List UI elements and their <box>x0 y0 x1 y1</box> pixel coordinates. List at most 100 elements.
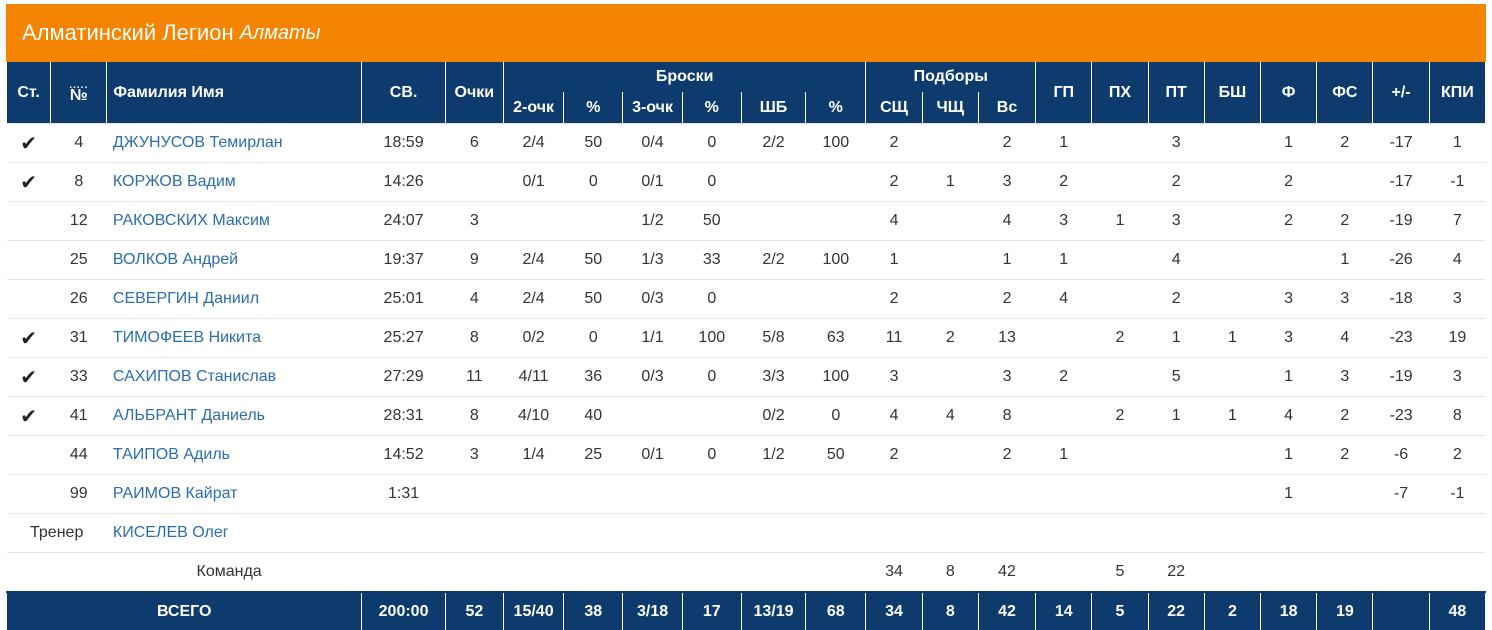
cell-stl <box>1091 474 1149 514</box>
cell-pm: -18 <box>1372 279 1430 319</box>
cell-ft: 2/2 <box>741 240 806 280</box>
cell-ft-pct: 50 <box>805 435 866 475</box>
cell-three-pct: 0 <box>682 357 742 397</box>
player-name-link[interactable]: РАИМОВ Кайрат <box>106 474 362 514</box>
cell-pts: 11 <box>445 357 504 397</box>
cell-blk <box>1204 162 1261 202</box>
player-name-link[interactable]: ДЖУНУСОВ Темирлан <box>106 123 362 163</box>
cell-two <box>503 474 564 514</box>
player-name-link[interactable]: КОРЖОВ Вадим <box>106 162 362 202</box>
player-name-link[interactable]: РАКОВСКИХ Максим <box>106 201 362 241</box>
cell-ft-pct <box>805 201 866 241</box>
col-header-name[interactable]: Фамилия Имя <box>106 62 363 124</box>
cell-pf: 3 <box>1260 279 1317 319</box>
col-header-assists[interactable]: ГП <box>1035 62 1093 124</box>
cell-pm: -23 <box>1372 318 1430 358</box>
cell-two-pct <box>563 474 623 514</box>
cell-to: 5 <box>1148 357 1205 397</box>
cell-blk: 1 <box>1204 318 1261 358</box>
cell-three <box>622 396 683 436</box>
col-header-turnovers[interactable]: ПТ <box>1147 62 1205 124</box>
col-header-two-pct[interactable]: % <box>563 92 624 124</box>
cell-to: 3 <box>1148 201 1205 241</box>
cell-fd <box>1316 162 1373 202</box>
player-name-link[interactable]: ТАИПОВ Адиль <box>106 435 362 475</box>
player-row: ✔ 33 САХИПОВ Станислав 27:29 11 4/11 36 0/3 0 3/3… <box>6 357 1486 397</box>
player-name-link[interactable]: АЛЬБРАНТ Даниель <box>106 396 362 436</box>
cell-three: 1/2 <box>622 201 683 241</box>
col-header-ft[interactable]: ШБ <box>740 92 807 124</box>
col-header-blocks[interactable]: БШ <box>1203 62 1262 124</box>
col-header-points[interactable]: Очки <box>444 62 504 124</box>
cell-min: 28:31 <box>361 396 446 436</box>
cell-ast <box>1035 474 1092 514</box>
player-name-link[interactable]: ТИМОФЕЕВ Никита <box>106 318 362 358</box>
cell-fd: 3 <box>1316 279 1373 319</box>
player-row: 26 СЕВЕРГИН Даниил 25:01 4 2/4 50 0/3 0 2 2 4 2 3 3 -1… <box>6 279 1486 319</box>
col-header-tot-reb[interactable]: Вс <box>977 92 1037 124</box>
cell-def <box>922 357 979 397</box>
player-name-link[interactable]: СЕВЕРГИН Даниил <box>106 279 362 319</box>
col-header-three[interactable]: 3-очк <box>622 92 683 124</box>
cell-min: 25:01 <box>361 279 446 319</box>
col-header-steals[interactable]: ПХ <box>1091 62 1149 124</box>
cell-off <box>865 474 923 514</box>
cell-ast <box>1035 318 1092 358</box>
col-header-ft-pct[interactable]: % <box>805 92 867 124</box>
col-header-efficiency[interactable]: КПИ <box>1428 62 1487 124</box>
col-header-minutes[interactable]: СВ. <box>361 62 446 124</box>
cell-ft-pct <box>805 474 866 514</box>
cell-def: 4 <box>922 396 979 436</box>
coach-name[interactable]: КИСЕЛЕВ Олег <box>106 513 362 553</box>
cell-pf: 1 <box>1260 435 1317 475</box>
cell-pf: 1 <box>1260 357 1317 397</box>
cell-three-pct: 0 <box>682 162 742 202</box>
team-tot-reb: 42 <box>978 552 1036 592</box>
cell-num: 4 <box>50 123 107 163</box>
cell-def <box>922 474 979 514</box>
cell-pf: 2 <box>1260 201 1317 241</box>
starter-check-icon: ✔ <box>6 318 51 358</box>
cell-pts: 3 <box>445 201 504 241</box>
team-def-reb: 8 <box>922 552 979 592</box>
cell-two: 4/11 <box>503 357 564 397</box>
starter-check-icon: ✔ <box>6 357 51 397</box>
col-header-number[interactable]: ..... № <box>50 62 108 124</box>
cell-ft-pct <box>805 162 866 202</box>
coach-row: Тренер КИСЕЛЕВ Олег <box>6 513 1486 553</box>
cell-def <box>922 201 979 241</box>
totals-label: ВСЕГО <box>5 591 363 630</box>
cell-ast: 1 <box>1035 435 1092 475</box>
totals-two-pct: 38 <box>563 591 624 630</box>
team-steals: 5 <box>1091 552 1149 592</box>
cell-ft: 1/2 <box>741 435 806 475</box>
col-header-starter[interactable]: Ст. <box>5 62 52 124</box>
cell-min: 18:59 <box>361 123 446 163</box>
col-header-fouls-drawn[interactable]: ФС <box>1316 62 1374 124</box>
totals-ft: 13/19 <box>740 591 807 630</box>
col-header-def-reb[interactable]: ЧЩ <box>921 92 979 124</box>
cell-three: 0/3 <box>622 279 683 319</box>
cell-fd: 2 <box>1316 123 1373 163</box>
cell-min: 24:07 <box>361 201 446 241</box>
cell-pts <box>445 162 504 202</box>
col-header-three-pct[interactable]: % <box>681 92 742 124</box>
cell-three-pct: 0 <box>682 435 742 475</box>
cell-three <box>622 474 683 514</box>
cell-two: 4/10 <box>503 396 564 436</box>
col-header-off-reb[interactable]: СЩ <box>865 92 923 124</box>
team-city: Алматы <box>239 21 321 44</box>
cell-three: 0/3 <box>622 357 683 397</box>
totals-def-reb: 8 <box>921 591 979 630</box>
cell-fd: 2 <box>1316 435 1373 475</box>
cell-three-pct: 100 <box>682 318 742 358</box>
cell-to: 4 <box>1148 240 1205 280</box>
col-header-fouls[interactable]: Ф <box>1260 62 1318 124</box>
cell-two-pct: 25 <box>563 435 623 475</box>
cell-pm: -6 <box>1372 435 1430 475</box>
starter-check-icon: ✔ <box>6 123 51 163</box>
player-name-link[interactable]: ВОЛКОВ Андрей <box>106 240 362 280</box>
col-header-two[interactable]: 2-очк <box>502 92 565 124</box>
player-name-link[interactable]: САХИПОВ Станислав <box>106 357 362 397</box>
col-header-plus-minus[interactable]: +/- <box>1372 62 1430 124</box>
